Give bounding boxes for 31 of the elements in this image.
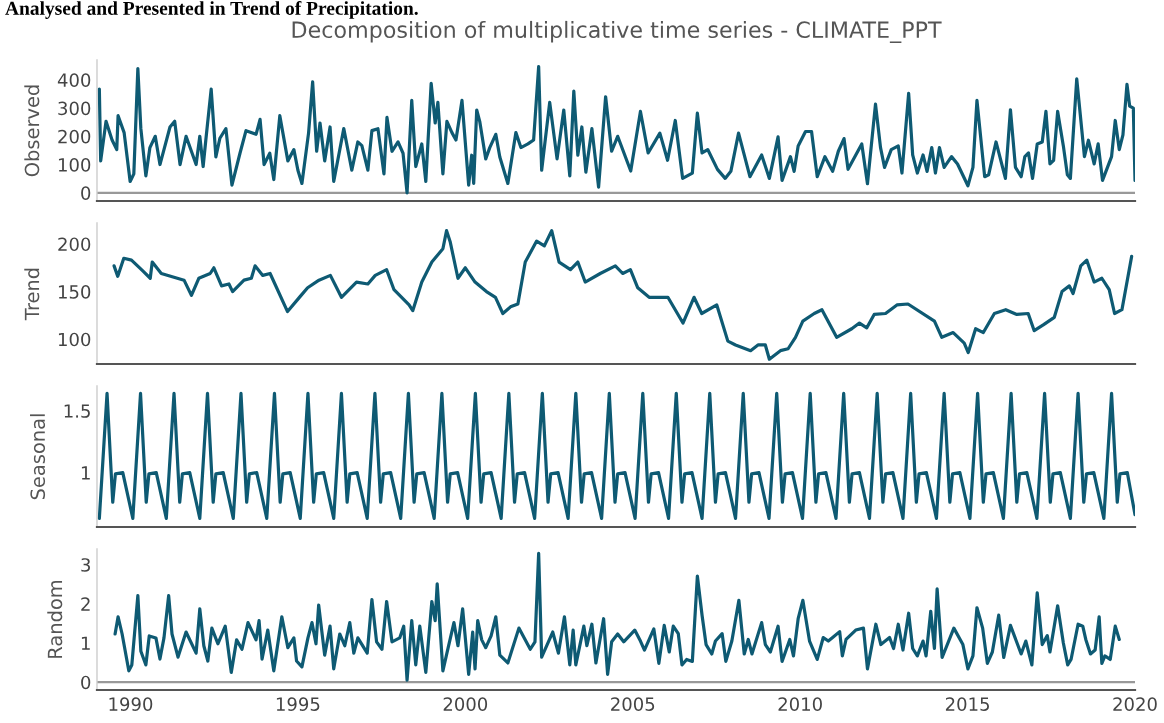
y-axis-title: Observed: [24, 85, 40, 177]
y-tick-label: 100: [58, 332, 91, 347]
y-tick-label: 2: [81, 597, 90, 611]
line-series: [112, 229, 1134, 361]
text: Analysed and Presented in Trend of Precipitation.: [5, 1, 418, 19]
line-series: [97, 391, 1135, 520]
x-tick-label: 2000: [443, 697, 488, 711]
y-tick-label: 300: [58, 101, 91, 116]
x-tick-label: 2010: [778, 697, 822, 711]
x-tick-label: 2020: [1113, 697, 1157, 711]
y-tick-label: 0: [81, 186, 91, 200]
y-tick-label: 100: [58, 158, 91, 172]
x-tick-label: 1995: [276, 697, 320, 711]
y-axis-title: Trend: [24, 268, 40, 321]
y-tick-label: 1: [81, 636, 90, 650]
y-axis-title: Seasonal: [30, 414, 46, 500]
y-axis-title: Random: [47, 580, 63, 658]
y-tick-label: 200: [58, 129, 91, 144]
chart-title: Decomposition of multiplicative time series - CLIMATE_PPT: [292, 20, 942, 44]
x-tick-label: 2005: [611, 697, 655, 711]
y-tick-label: 0: [81, 675, 91, 690]
y-tick-label: 3: [81, 558, 90, 572]
y-tick-label: 400: [57, 73, 91, 87]
y-tick-label: 1.5: [64, 404, 90, 418]
y-tick-label: 150: [58, 285, 91, 299]
x-tick-label: 1990: [109, 697, 153, 711]
y-tick-label: 200: [58, 237, 91, 252]
line-series: [97, 64, 1135, 195]
x-tick-label: 2015: [945, 697, 989, 711]
y-tick-label: 1: [81, 466, 90, 480]
line-series: [113, 551, 1121, 682]
